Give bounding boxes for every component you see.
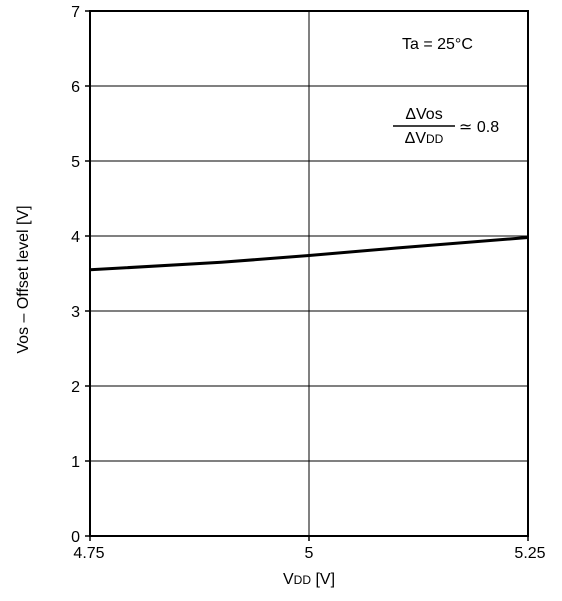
ratio-numerator: ΔVos [405, 106, 442, 123]
y-tick-label: 7 [71, 4, 80, 21]
ratio-value: ≃ 0.8 [459, 119, 499, 136]
temperature-annotation: Ta = 25°C [402, 36, 473, 53]
y-tick-label: 6 [71, 79, 80, 96]
y-tick-label: 0 [71, 529, 80, 546]
y-tick-label: 4 [71, 229, 80, 246]
series-line-0 [89, 236, 529, 272]
x-axis-label: VDD [V] [283, 571, 335, 588]
x-tick-label: 5 [305, 545, 314, 562]
y-tick-label: 3 [71, 304, 80, 321]
y-tick-label: 2 [71, 379, 80, 396]
y-axis-label: Vos – Offset level [V] [15, 205, 32, 353]
axis-ticks: 0 1 2 3 4 5 6 7 4.75 5 5.25 [71, 4, 546, 562]
ratio-denominator: ΔVDD [405, 130, 444, 147]
x-tick-label: 5.25 [514, 545, 545, 562]
grid [90, 11, 528, 536]
series-group [89, 236, 529, 272]
y-tick-label: 1 [71, 454, 80, 471]
x-tick-label: 4.75 [73, 545, 104, 562]
y-tick-label: 5 [71, 154, 80, 171]
